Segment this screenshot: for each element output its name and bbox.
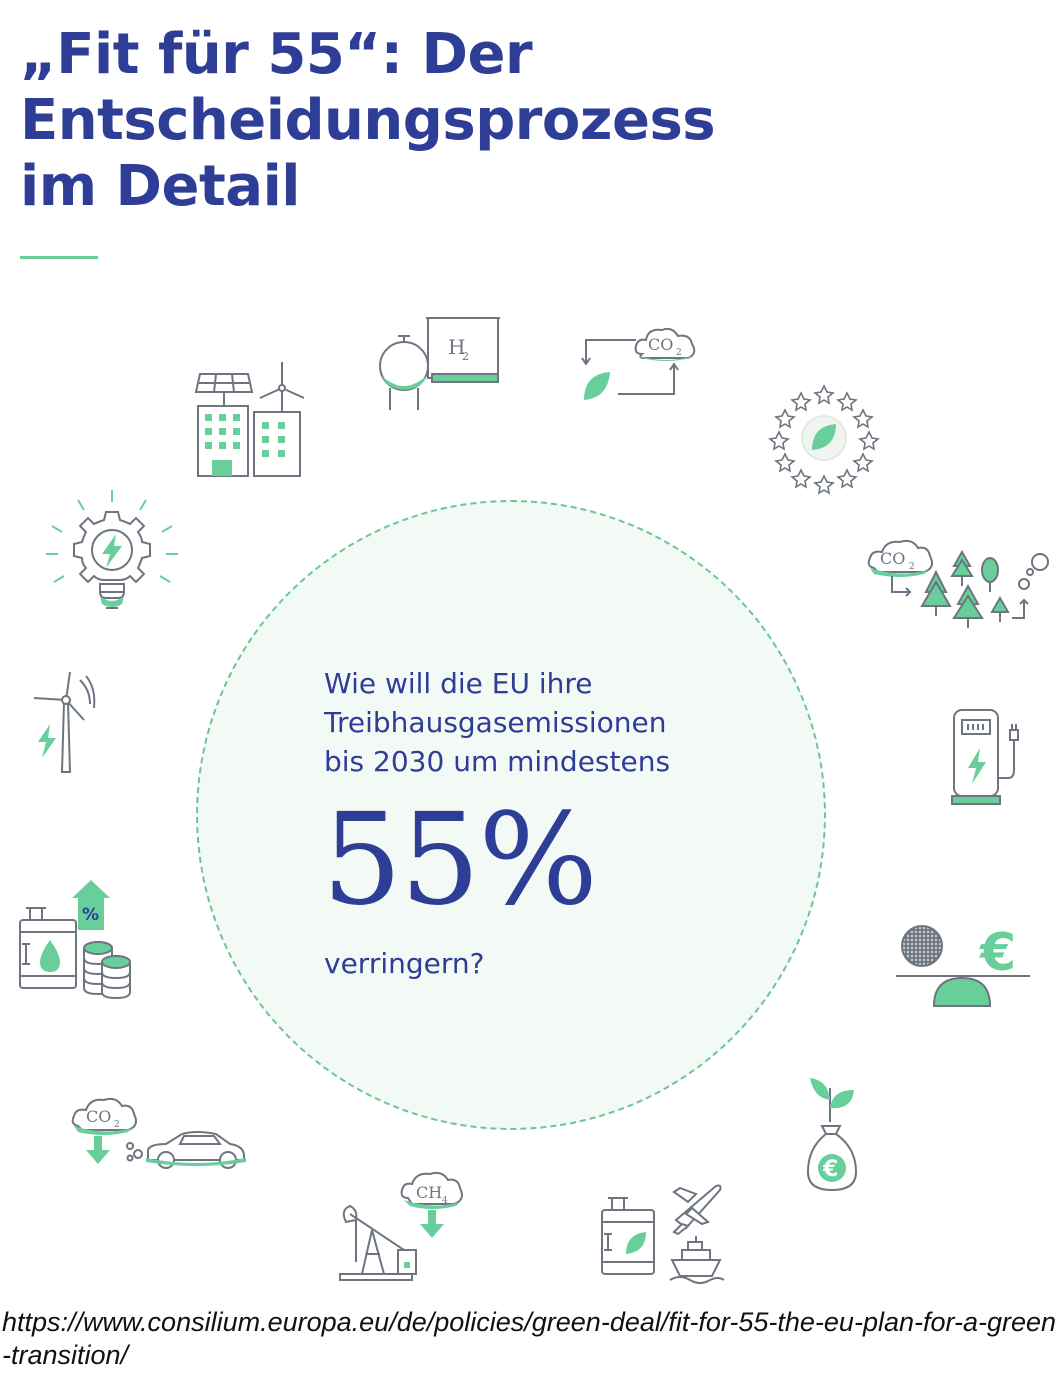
svg-text:2: 2 [676,348,682,358]
balance-euro-icon: € [896,923,1030,1007]
ev-charging-station-icon [951,709,1019,805]
gear-bulb-bolt-icon [46,490,178,609]
co2-leaf-cycle-icon: CO 2 [581,327,696,400]
title-line-3: im Detail [20,154,300,219]
fuel-percent-coins-icon: % [19,880,131,1000]
svg-text:%: % [82,905,99,925]
svg-text:CH: CH [416,1183,442,1202]
page-title: „Fit für 55“: Der Entscheidungsprozess i… [20,22,716,220]
svg-text:CO: CO [86,1107,111,1126]
hydrogen-tank-icon: H 2 [379,317,500,410]
title-underline [20,256,98,259]
center-circle [196,500,826,1130]
question-line-1: Wie will die EU ihre [324,667,593,700]
solar-wind-buildings-icon [194,362,305,477]
question-line-3: bis 2030 um mindestens [324,745,671,778]
eu-stars-leaf-icon [768,384,880,495]
car-co2-icon: CO 2 [71,1097,246,1169]
question-tail: verringern? [324,947,485,980]
svg-text:H: H [448,335,465,359]
co2-forest-icon: CO 2 [867,539,1049,628]
target-percentage: 55% [322,786,598,933]
center-question: Wie will die EU ihre Treibhausgasemissio… [324,664,670,781]
svg-text:2: 2 [114,1120,120,1130]
svg-text:2: 2 [462,350,469,363]
title-line-2: Entscheidungsprozess [20,88,716,153]
svg-text:€: € [822,1157,838,1182]
svg-text:CO: CO [648,335,673,354]
source-url[interactable]: https://www.consilium.europa.eu/de/polic… [2,1307,1057,1370]
money-bag-sprout-icon: € [806,1078,858,1192]
svg-text:CO: CO [880,549,905,568]
title-line-1: „Fit für 55“: Der [20,22,533,87]
svg-text:€: € [979,923,1016,983]
wind-turbine-bolt-icon [33,671,96,773]
fuel-plane-ship-icon [601,1184,725,1284]
svg-text:4: 4 [442,1196,448,1206]
oil-pump-methane-icon: CH 4 [339,1171,463,1281]
svg-text:2: 2 [909,562,915,572]
question-line-2: Treibhausgasemissionen [324,706,667,739]
